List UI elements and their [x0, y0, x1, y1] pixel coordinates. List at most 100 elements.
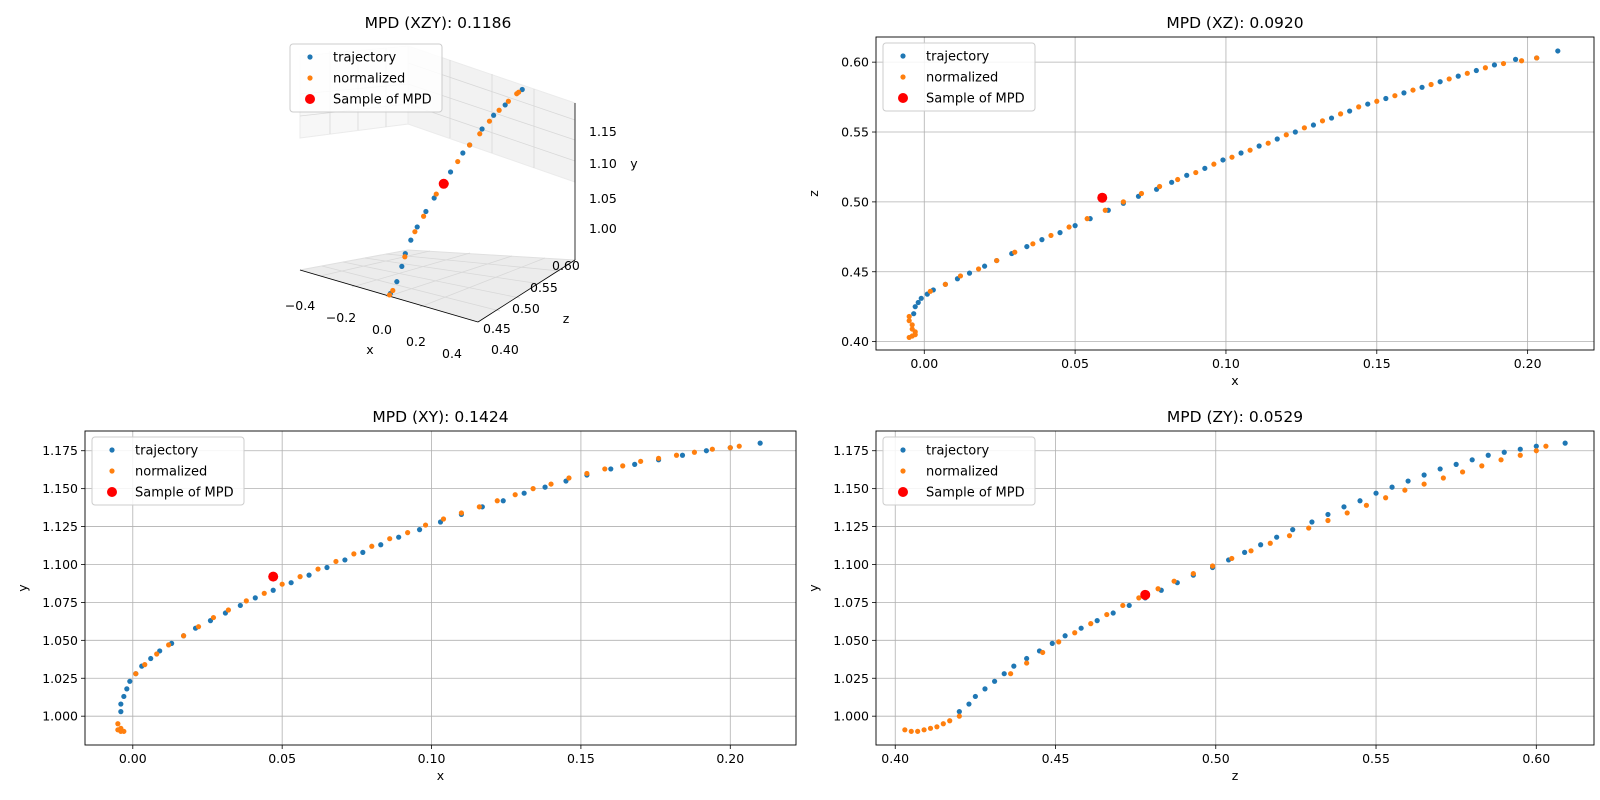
point-3d-trajectory: [479, 126, 485, 132]
point-normalized: [602, 466, 608, 472]
point-normalized: [956, 713, 962, 719]
point-normalized: [476, 504, 482, 510]
point-normalized: [915, 728, 921, 734]
point-normalized: [584, 470, 590, 477]
point-normalized: [1421, 481, 1427, 487]
grid-xy: 0.00 0.05 0.10 0.15 0.20 1.000 1.025 1.050 1.075…: [42, 431, 796, 766]
point-normalized: [1410, 87, 1416, 93]
point-3d-normalized: [420, 213, 427, 219]
ytick-3d: 0.45: [483, 321, 511, 336]
point-normalized: [180, 633, 187, 639]
xtick-label: 0.55: [1362, 751, 1390, 766]
ytick-label: 1.100: [833, 557, 869, 572]
point-normalized: [1229, 555, 1235, 562]
xtick-label: 0.00: [910, 356, 938, 371]
point-normalized: [1156, 183, 1163, 190]
point-normalized: [142, 662, 148, 668]
point-normalized: [1048, 232, 1054, 239]
legend-marker-sample-of-mpd: [305, 94, 315, 104]
point-normalized: [655, 455, 662, 461]
point-normalized: [1088, 621, 1094, 627]
point-normalized: [566, 475, 572, 481]
point-normalized: [1155, 586, 1161, 592]
point-trajectory: [252, 595, 258, 601]
point-normalized: [1543, 443, 1549, 449]
point-normalized: [1072, 630, 1078, 636]
xtick-label: 0.20: [1514, 356, 1542, 371]
ytick-label: 1.025: [833, 671, 869, 686]
point-trajectory: [1347, 108, 1353, 114]
point-normalized: [297, 574, 303, 580]
ytick-label: 1.050: [833, 633, 869, 648]
point-trajectory: [966, 701, 972, 707]
point-normalized: [1337, 111, 1344, 117]
point-3d-trajectory: [491, 112, 497, 118]
point-trajectory: [1437, 466, 1443, 472]
point-3d-trajectory: [423, 208, 429, 215]
point-trajectory: [608, 466, 614, 472]
point-normalized: [1248, 548, 1254, 554]
point-normalized: [906, 313, 912, 320]
point-normalized: [1325, 517, 1331, 524]
point-normalized: [709, 446, 715, 452]
ytick-3d: 0.50: [512, 301, 540, 316]
legend-label: trajectory: [333, 51, 397, 66]
point-normalized: [210, 614, 217, 621]
point-trajectory: [956, 709, 962, 715]
point-trajectory: [1419, 84, 1425, 90]
point-3d-trajectory: [460, 150, 466, 156]
point-trajectory: [342, 557, 348, 563]
point-trajectory: [1325, 511, 1331, 518]
point-normalized: [458, 510, 465, 516]
xtick-label: 0.20: [716, 751, 744, 766]
point-normalized: [1301, 125, 1307, 131]
point-sample-of-mpd: [268, 571, 279, 582]
legend: trajectory normalized Sample of MPD: [289, 43, 443, 113]
point-normalized: [1136, 595, 1142, 601]
point-normalized: [1534, 55, 1540, 61]
point-normalized: [1102, 207, 1108, 213]
legend-marker-sample-of-mpd: [107, 487, 117, 497]
legend-marker-trajectory: [900, 447, 906, 453]
point-trajectory: [1274, 534, 1280, 540]
ytick-3d: 0.60: [552, 258, 580, 273]
point-trajectory: [324, 564, 330, 571]
point-trajectory: [1011, 663, 1017, 669]
point-normalized: [1482, 65, 1488, 71]
point-trajectory: [1057, 230, 1063, 236]
point-normalized: [133, 671, 139, 677]
ytick-label: 0.50: [841, 194, 869, 209]
legend-frame: [882, 42, 1036, 112]
xtick-label: 0.10: [1212, 356, 1240, 371]
xtick-label: 0.40: [881, 751, 909, 766]
point-trajectory: [1094, 618, 1100, 624]
legend-frame: [882, 436, 1036, 506]
point-normalized: [1211, 161, 1217, 167]
point-normalized: [909, 322, 915, 328]
ytick-label: 1.175: [833, 443, 869, 458]
point-trajectory: [1258, 542, 1264, 548]
point-3d-trajectory: [394, 279, 400, 285]
point-normalized: [994, 257, 1000, 264]
point-trajectory: [1357, 498, 1363, 504]
ytick-3d: 0.55: [530, 280, 558, 295]
ytick-label: 1.125: [42, 519, 78, 534]
point-trajectory: [124, 686, 130, 692]
legend: trajectory normalized Sample of MPD: [882, 42, 1036, 112]
point-trajectory: [912, 304, 918, 310]
point-normalized: [906, 318, 912, 324]
point-normalized: [691, 449, 698, 455]
point-normalized: [530, 486, 536, 492]
point-trajectory: [1383, 95, 1389, 102]
point-normalized: [1283, 132, 1289, 138]
point-3d-normalized: [455, 158, 461, 165]
point-trajectory: [1062, 633, 1068, 639]
legend-marker-normalized: [900, 74, 906, 80]
point-trajectory: [679, 452, 686, 458]
point-trajectory: [1274, 136, 1280, 142]
point-3d-normalized: [496, 107, 502, 113]
legend-label: trajectory: [926, 50, 990, 65]
point-normalized: [1440, 475, 1446, 481]
point-normalized: [405, 530, 411, 536]
xtick-label: 0.15: [1363, 356, 1391, 371]
